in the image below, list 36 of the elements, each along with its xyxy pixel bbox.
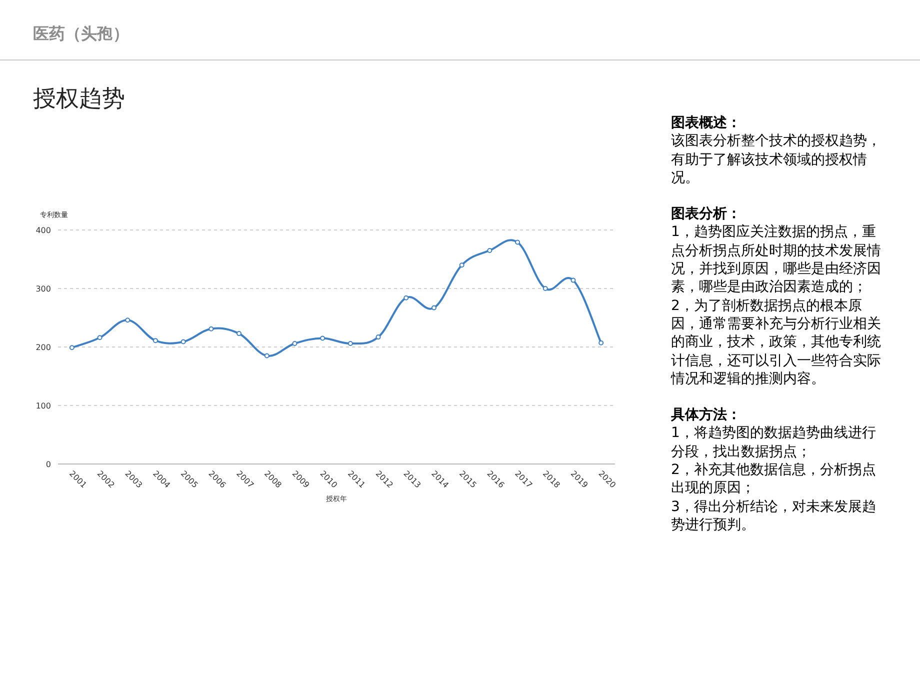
point [320, 336, 326, 341]
point [208, 326, 214, 332]
y-tick-label: 400 [36, 226, 51, 235]
text: 1，趋势图应关注数据的拐点，重点分析拐点所处时期的技术发展情况，并找到原因，哪些是由经济因素，哪些是由政治因素造成的； [671, 223, 882, 297]
text: 2，补充其他数据信息，分析拐点出现的原因； [671, 461, 877, 498]
point [459, 262, 464, 268]
y-tick-label: 300 [36, 284, 51, 294]
text: 3，得出分析结论，对未来发展趋势进行预判。 [671, 498, 877, 534]
text: 该图表分析整个技术的授权趋势，有助于了解该技术领域的授权情况。 [671, 132, 882, 188]
point [376, 334, 381, 340]
point [180, 339, 186, 344]
point [125, 318, 130, 323]
point [152, 338, 158, 344]
point [97, 335, 102, 340]
point [542, 286, 548, 291]
point [487, 248, 492, 253]
text: 1，将趋势图的数据趋势曲线进行分段，找出数据拐点； [671, 424, 877, 462]
point [431, 305, 436, 310]
text: 医药（头孢） [33, 24, 129, 43]
point [598, 340, 604, 346]
point [570, 278, 576, 283]
point [236, 331, 242, 336]
y-tick-label: 200 [36, 343, 51, 352]
point [292, 340, 298, 346]
point [264, 353, 270, 358]
point [515, 240, 520, 245]
text: 图表分析： [671, 205, 742, 224]
point [404, 295, 409, 300]
text: 具体方法： [671, 406, 742, 424]
point [69, 345, 74, 350]
text: 2，为了剖析数据拐点的根本原因，通常需要补充与分析行业相关的商业，技术，政策，其他专利统计信息，还可以引入一些符合实际情况和逻辑的推测内容。 [671, 296, 882, 388]
point [348, 340, 353, 346]
chart-title: 授权趋势 [33, 86, 125, 112]
y-tick-label: 0 [46, 460, 51, 469]
y-tick-label: 100 [36, 402, 51, 410]
text: 图表概述： [671, 114, 742, 132]
